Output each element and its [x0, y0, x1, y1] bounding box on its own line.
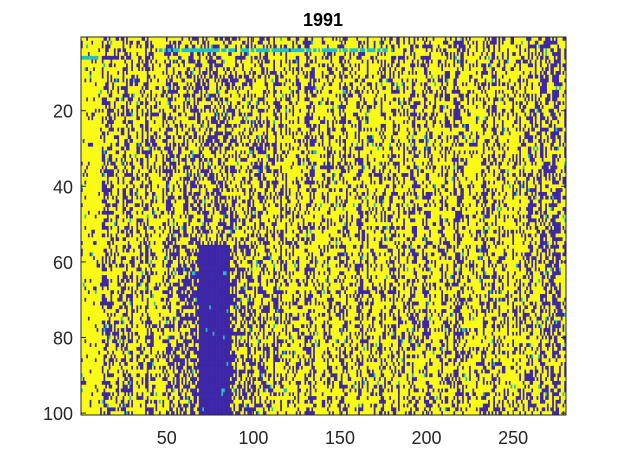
axes-frame	[80, 36, 567, 416]
heatmap-cells	[81, 37, 567, 416]
y-tick-label: 60	[53, 253, 73, 273]
y-axis: 20 40 60 80 100	[43, 102, 566, 424]
x-axis: 50 100 150 200 250	[157, 37, 528, 448]
x-tick-label: 150	[325, 428, 355, 448]
y-tick-label: 20	[53, 102, 73, 122]
x-tick-label: 250	[498, 428, 528, 448]
y-tick-label: 40	[53, 177, 73, 197]
x-tick-label: 200	[412, 428, 442, 448]
x-tick-label: 100	[238, 428, 268, 448]
x-tick-label: 50	[157, 428, 177, 448]
y-tick-label: 100	[43, 404, 73, 424]
chart-title: 1991	[303, 10, 343, 30]
y-tick-label: 80	[53, 329, 73, 349]
